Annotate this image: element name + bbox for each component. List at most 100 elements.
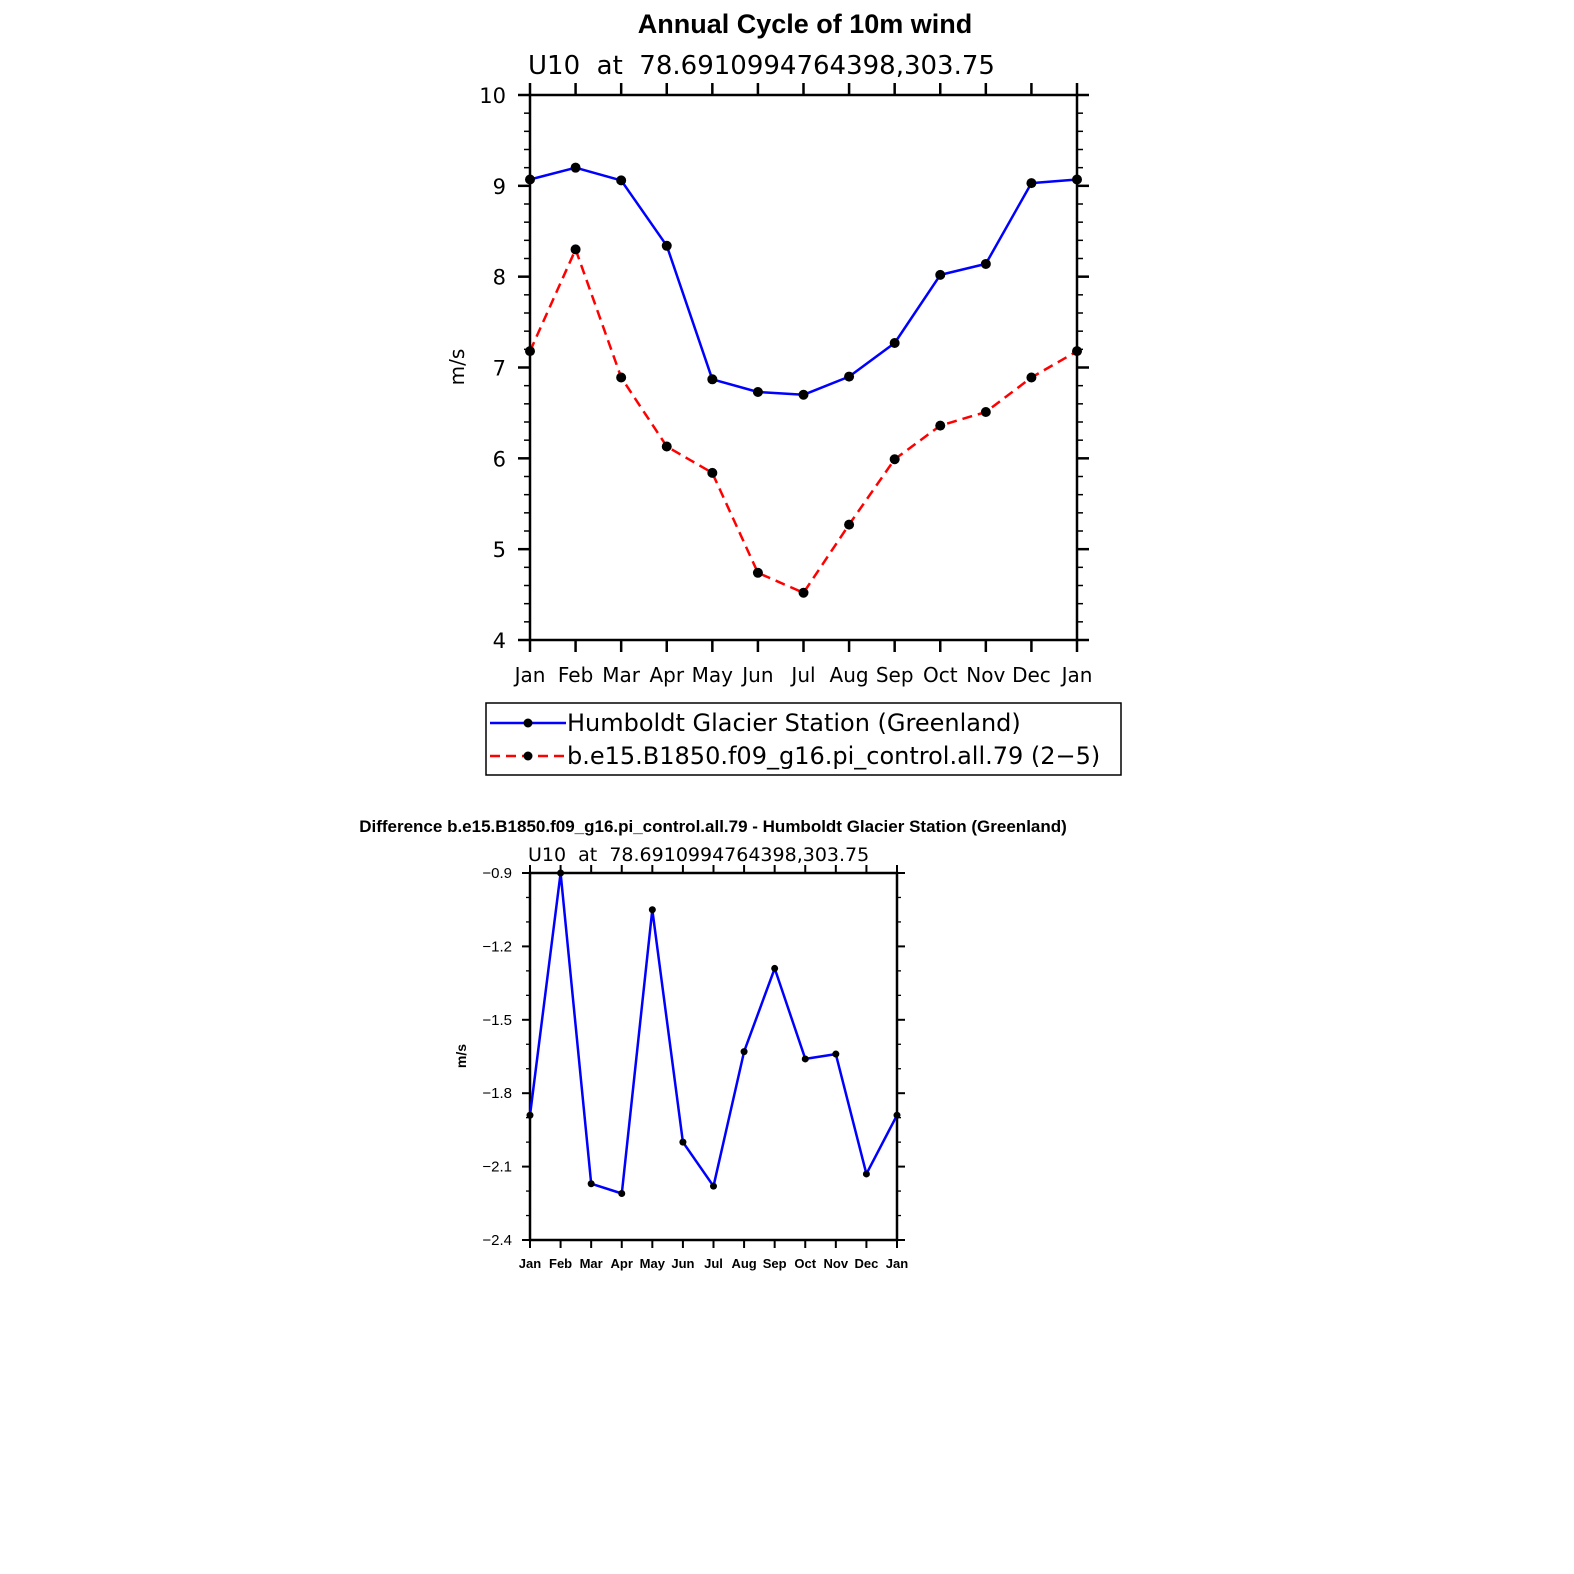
series-0-point (616, 175, 627, 186)
y-tick-label: −2.4 (482, 1232, 512, 1249)
x-tick-label: Feb (549, 1256, 572, 1271)
legend-label-station: Humboldt Glacier Station (Greenland) (567, 709, 1021, 737)
series-0-point (1026, 178, 1037, 189)
legend-marker-model (523, 751, 533, 761)
series-0-point (525, 174, 535, 185)
series-0-point (771, 964, 779, 972)
series-0-point (618, 1190, 626, 1198)
x-tick-label: Jan (1060, 663, 1093, 687)
x-tick-label: Apr (611, 1256, 633, 1271)
series-1-point (661, 441, 672, 452)
x-tick-label: Jun (671, 1256, 694, 1271)
y-tick-label: 7 (493, 357, 506, 381)
series-line-1 (528, 248, 1078, 595)
series-0-point (526, 1111, 534, 1119)
chart2-title: Difference b.e15.B1850.f09_g16.pi_contro… (359, 817, 1067, 836)
chart1-y-axis-label: m/s (445, 349, 469, 386)
chart1-axes: Jan Feb Mar Apr May Jun Jul Aug Sep Oct Nov Dec Jan 4… (479, 83, 1092, 687)
x-tick-label: Mar (602, 663, 641, 687)
y-tick-label: −2.1 (482, 1159, 512, 1176)
series-1-point (570, 244, 581, 255)
series-1-point (1026, 372, 1037, 383)
series-0-point (557, 869, 565, 877)
x-tick-label: Aug (830, 663, 869, 687)
y-tick-label: 4 (493, 629, 506, 653)
y-tick-label: −1.8 (482, 1085, 512, 1102)
y-tick-label: 9 (493, 175, 506, 199)
series-0-point (679, 1138, 687, 1146)
series-1-point (844, 519, 855, 530)
x-tick-label: Dec (1012, 663, 1051, 687)
y-tick-label: 6 (493, 447, 506, 471)
series-0-point (707, 374, 718, 385)
x-tick-label: Oct (923, 663, 958, 687)
series-1-point (752, 567, 763, 578)
chart2-y-axis-label: m/s (453, 1044, 469, 1068)
series-0-point (587, 1180, 595, 1188)
series-1-point (889, 454, 900, 465)
x-tick-label: Jul (704, 1256, 723, 1271)
series-0-point (935, 269, 946, 280)
y-tick-label: −0.9 (482, 865, 512, 882)
series-0-point (798, 389, 809, 400)
series-0-point (570, 162, 581, 173)
legend-label-model: b.e15.B1850.f09_g16.pi_control.all.79 (2… (567, 742, 1100, 770)
y-tick-label: −1.2 (482, 938, 512, 955)
x-tick-label: Nov (824, 1256, 849, 1271)
x-tick-label: Jan (519, 1256, 541, 1271)
chart1-subtitle: U10 at 78.6910994764398,303.75 (528, 51, 995, 81)
annual-cycle-chart: Annual Cycle of 10m wind U10 at 78.69109… (445, 9, 1122, 776)
x-tick-label: Mar (580, 1256, 603, 1271)
y-tick-label: −1.5 (482, 1012, 512, 1029)
series-0-point (648, 906, 656, 914)
series-1-point (798, 587, 809, 598)
series-0-point (844, 371, 855, 382)
y-tick-label: 8 (493, 266, 506, 290)
series-1-point (616, 372, 627, 383)
series-0-point (980, 258, 991, 269)
series-0-point (752, 387, 763, 398)
series-0-point (710, 1182, 717, 1190)
x-tick-label: Jan (886, 1256, 908, 1271)
x-tick-label: Apr (649, 663, 684, 687)
x-tick-label: Jul (789, 663, 815, 687)
series-0-point (661, 240, 672, 251)
x-tick-label: Dec (854, 1256, 878, 1271)
y-tick-label: 5 (493, 538, 506, 562)
x-tick-label: Aug (731, 1256, 756, 1271)
x-tick-label: Oct (794, 1256, 816, 1271)
x-tick-label: May (692, 663, 734, 687)
chart1-legend: Humboldt Glacier Station (Greenland) b.e… (485, 702, 1122, 776)
x-tick-label: Sep (763, 1256, 787, 1271)
series-0-point (893, 1111, 901, 1119)
series-0-point (801, 1055, 809, 1063)
legend-box (485, 702, 1122, 776)
series-1-point (1072, 346, 1082, 357)
chart1-title: Annual Cycle of 10m wind (638, 9, 973, 39)
x-tick-label: Nov (966, 663, 1005, 687)
series-1-point (980, 407, 991, 418)
series-0-point (740, 1048, 748, 1056)
series-0-point (862, 1170, 870, 1178)
chart2-axes: Jan Feb Mar Apr May Jun Jul Aug Sep Oct Nov Dec Jan−… (482, 865, 908, 1271)
x-tick-label: Sep (876, 663, 914, 687)
series-1-point (707, 467, 718, 478)
x-tick-label: May (640, 1256, 666, 1271)
series-0-point (889, 337, 900, 348)
chart1-series (525, 162, 1082, 598)
x-tick-label: Jan (513, 663, 546, 687)
chart2-series (526, 869, 901, 1198)
series-0-point (832, 1050, 840, 1058)
series-line-0 (528, 871, 899, 1195)
series-line-0 (529, 166, 1078, 397)
y-tick-label: 10 (479, 84, 506, 108)
difference-chart: Difference b.e15.B1850.f09_g16.pi_contro… (359, 817, 1067, 1271)
chart2-subtitle: U10 at 78.6910994764398,303.75 (528, 844, 869, 866)
legend-marker-station (523, 718, 533, 728)
series-0-point (1072, 174, 1082, 185)
x-tick-label: Feb (558, 663, 593, 687)
x-tick-label: Jun (740, 663, 773, 687)
series-1-point (525, 346, 535, 357)
series-1-point (935, 420, 946, 431)
